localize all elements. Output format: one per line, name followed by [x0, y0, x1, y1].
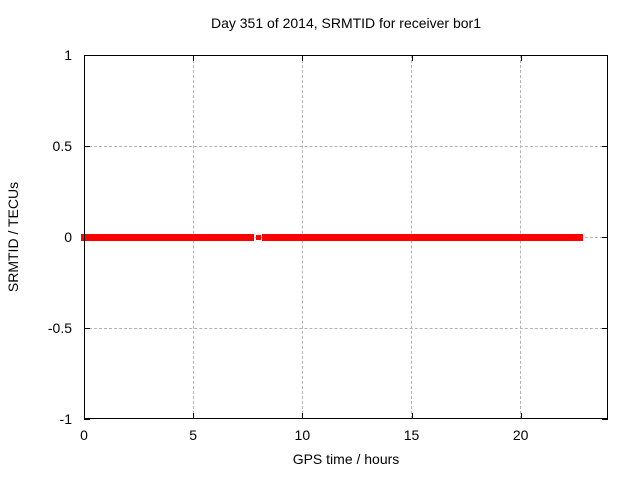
- chart-title: Day 351 of 2014, SRMTID for receiver bor…: [210, 15, 481, 31]
- y-tick-label: 0.5: [52, 138, 72, 154]
- data-segment: [262, 233, 583, 241]
- y-tick-left: [84, 55, 90, 56]
- y-tick-label: 1: [64, 47, 72, 63]
- x-tick-label: 20: [512, 427, 529, 443]
- plot-area: [81, 55, 608, 420]
- y-tick-label: -1: [59, 411, 72, 427]
- x-tick-top: [302, 55, 304, 61]
- x-tick-top: [520, 55, 522, 61]
- y-tick-right: [602, 146, 608, 147]
- x-tick-label: 15: [403, 427, 420, 443]
- x-tick-label: 5: [189, 427, 198, 443]
- y-tick-right: [602, 237, 608, 238]
- y-tick-right: [602, 328, 608, 329]
- y-gridline: [84, 145, 608, 147]
- x-tick-top: [411, 55, 413, 61]
- x-axis-title: GPS time / hours: [292, 451, 400, 467]
- data-segment: [81, 233, 255, 241]
- x-tick-top: [193, 55, 195, 61]
- x-tick-bottom: [193, 413, 195, 419]
- y-tick-label: -0.5: [47, 320, 72, 336]
- y-tick-left: [84, 328, 90, 329]
- y-tick-right: [602, 55, 608, 56]
- x-tick-label: 0: [80, 427, 88, 443]
- data-point: [256, 234, 262, 240]
- x-tick-bottom: [302, 413, 304, 419]
- y-tick-right: [602, 419, 608, 420]
- x-tick-bottom: [520, 413, 522, 419]
- y-gridline: [84, 327, 608, 329]
- y-tick-label: 0: [64, 229, 72, 245]
- y-tick-left: [84, 146, 90, 147]
- x-tick-bottom: [411, 413, 413, 419]
- x-tick-label: 10: [294, 427, 311, 443]
- y-tick-left: [84, 419, 90, 420]
